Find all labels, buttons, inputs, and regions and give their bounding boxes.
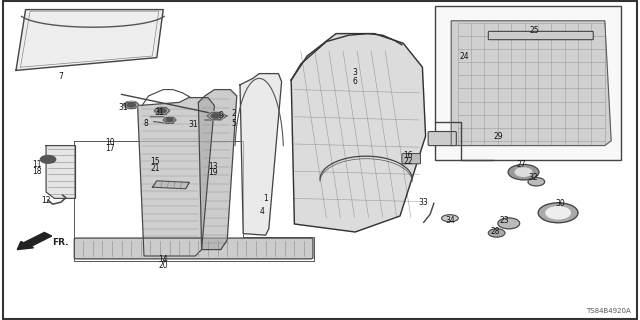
Circle shape — [207, 112, 224, 120]
Circle shape — [157, 108, 166, 113]
Text: 16: 16 — [403, 151, 413, 160]
FancyBboxPatch shape — [488, 31, 593, 40]
Circle shape — [546, 207, 570, 219]
Circle shape — [40, 156, 56, 163]
Circle shape — [508, 164, 539, 180]
Circle shape — [166, 118, 173, 122]
Polygon shape — [138, 98, 214, 256]
Text: 23: 23 — [499, 216, 509, 225]
Text: 17: 17 — [105, 144, 115, 153]
Text: 10: 10 — [105, 138, 115, 147]
Text: 22: 22 — [404, 157, 413, 166]
Circle shape — [124, 101, 139, 109]
Text: 7: 7 — [58, 72, 63, 81]
Polygon shape — [198, 90, 237, 250]
Text: 20: 20 — [158, 261, 168, 270]
Text: 31: 31 — [118, 103, 128, 112]
FancyBboxPatch shape — [435, 6, 621, 160]
Text: 30: 30 — [555, 199, 565, 208]
Polygon shape — [16, 10, 163, 70]
Polygon shape — [451, 21, 611, 146]
Text: 29: 29 — [493, 132, 503, 140]
Text: 15: 15 — [150, 157, 160, 166]
Text: 1: 1 — [263, 194, 268, 203]
Text: 8: 8 — [143, 119, 148, 128]
Text: 27: 27 — [516, 160, 527, 169]
FancyBboxPatch shape — [402, 154, 420, 164]
FancyBboxPatch shape — [428, 132, 456, 146]
Text: 5: 5 — [231, 119, 236, 128]
Text: 31: 31 — [154, 108, 164, 117]
Polygon shape — [46, 146, 76, 198]
Text: 21: 21 — [150, 164, 159, 172]
Polygon shape — [152, 181, 189, 189]
Text: TS84B4920A: TS84B4920A — [586, 308, 630, 314]
Text: 31: 31 — [188, 120, 198, 129]
Text: 19: 19 — [208, 168, 218, 177]
Text: 24: 24 — [459, 52, 469, 60]
Text: 4: 4 — [260, 207, 265, 216]
Circle shape — [538, 203, 578, 223]
Text: 12: 12 — [42, 196, 51, 204]
Text: 13: 13 — [208, 162, 218, 171]
Ellipse shape — [442, 215, 458, 222]
Circle shape — [488, 229, 505, 237]
Text: 11: 11 — [33, 160, 42, 169]
FancyBboxPatch shape — [74, 238, 313, 259]
Polygon shape — [240, 74, 282, 235]
Circle shape — [154, 107, 170, 115]
Circle shape — [211, 114, 220, 118]
Text: 34: 34 — [445, 216, 455, 225]
Polygon shape — [291, 34, 426, 232]
Circle shape — [498, 218, 520, 229]
Text: 33: 33 — [419, 198, 429, 207]
Text: FR.: FR. — [52, 238, 69, 247]
Text: 18: 18 — [33, 167, 42, 176]
Circle shape — [163, 117, 176, 123]
Circle shape — [528, 178, 545, 186]
Text: 14: 14 — [158, 255, 168, 264]
Text: 9: 9 — [218, 111, 223, 120]
Circle shape — [127, 103, 136, 107]
FancyArrow shape — [17, 232, 52, 250]
Text: 32: 32 — [528, 173, 538, 182]
Text: 2: 2 — [231, 109, 236, 118]
Text: 6: 6 — [353, 77, 358, 86]
Text: 25: 25 — [529, 26, 540, 35]
Text: 3: 3 — [353, 68, 358, 76]
Text: 28: 28 — [491, 227, 500, 236]
Circle shape — [515, 168, 532, 176]
